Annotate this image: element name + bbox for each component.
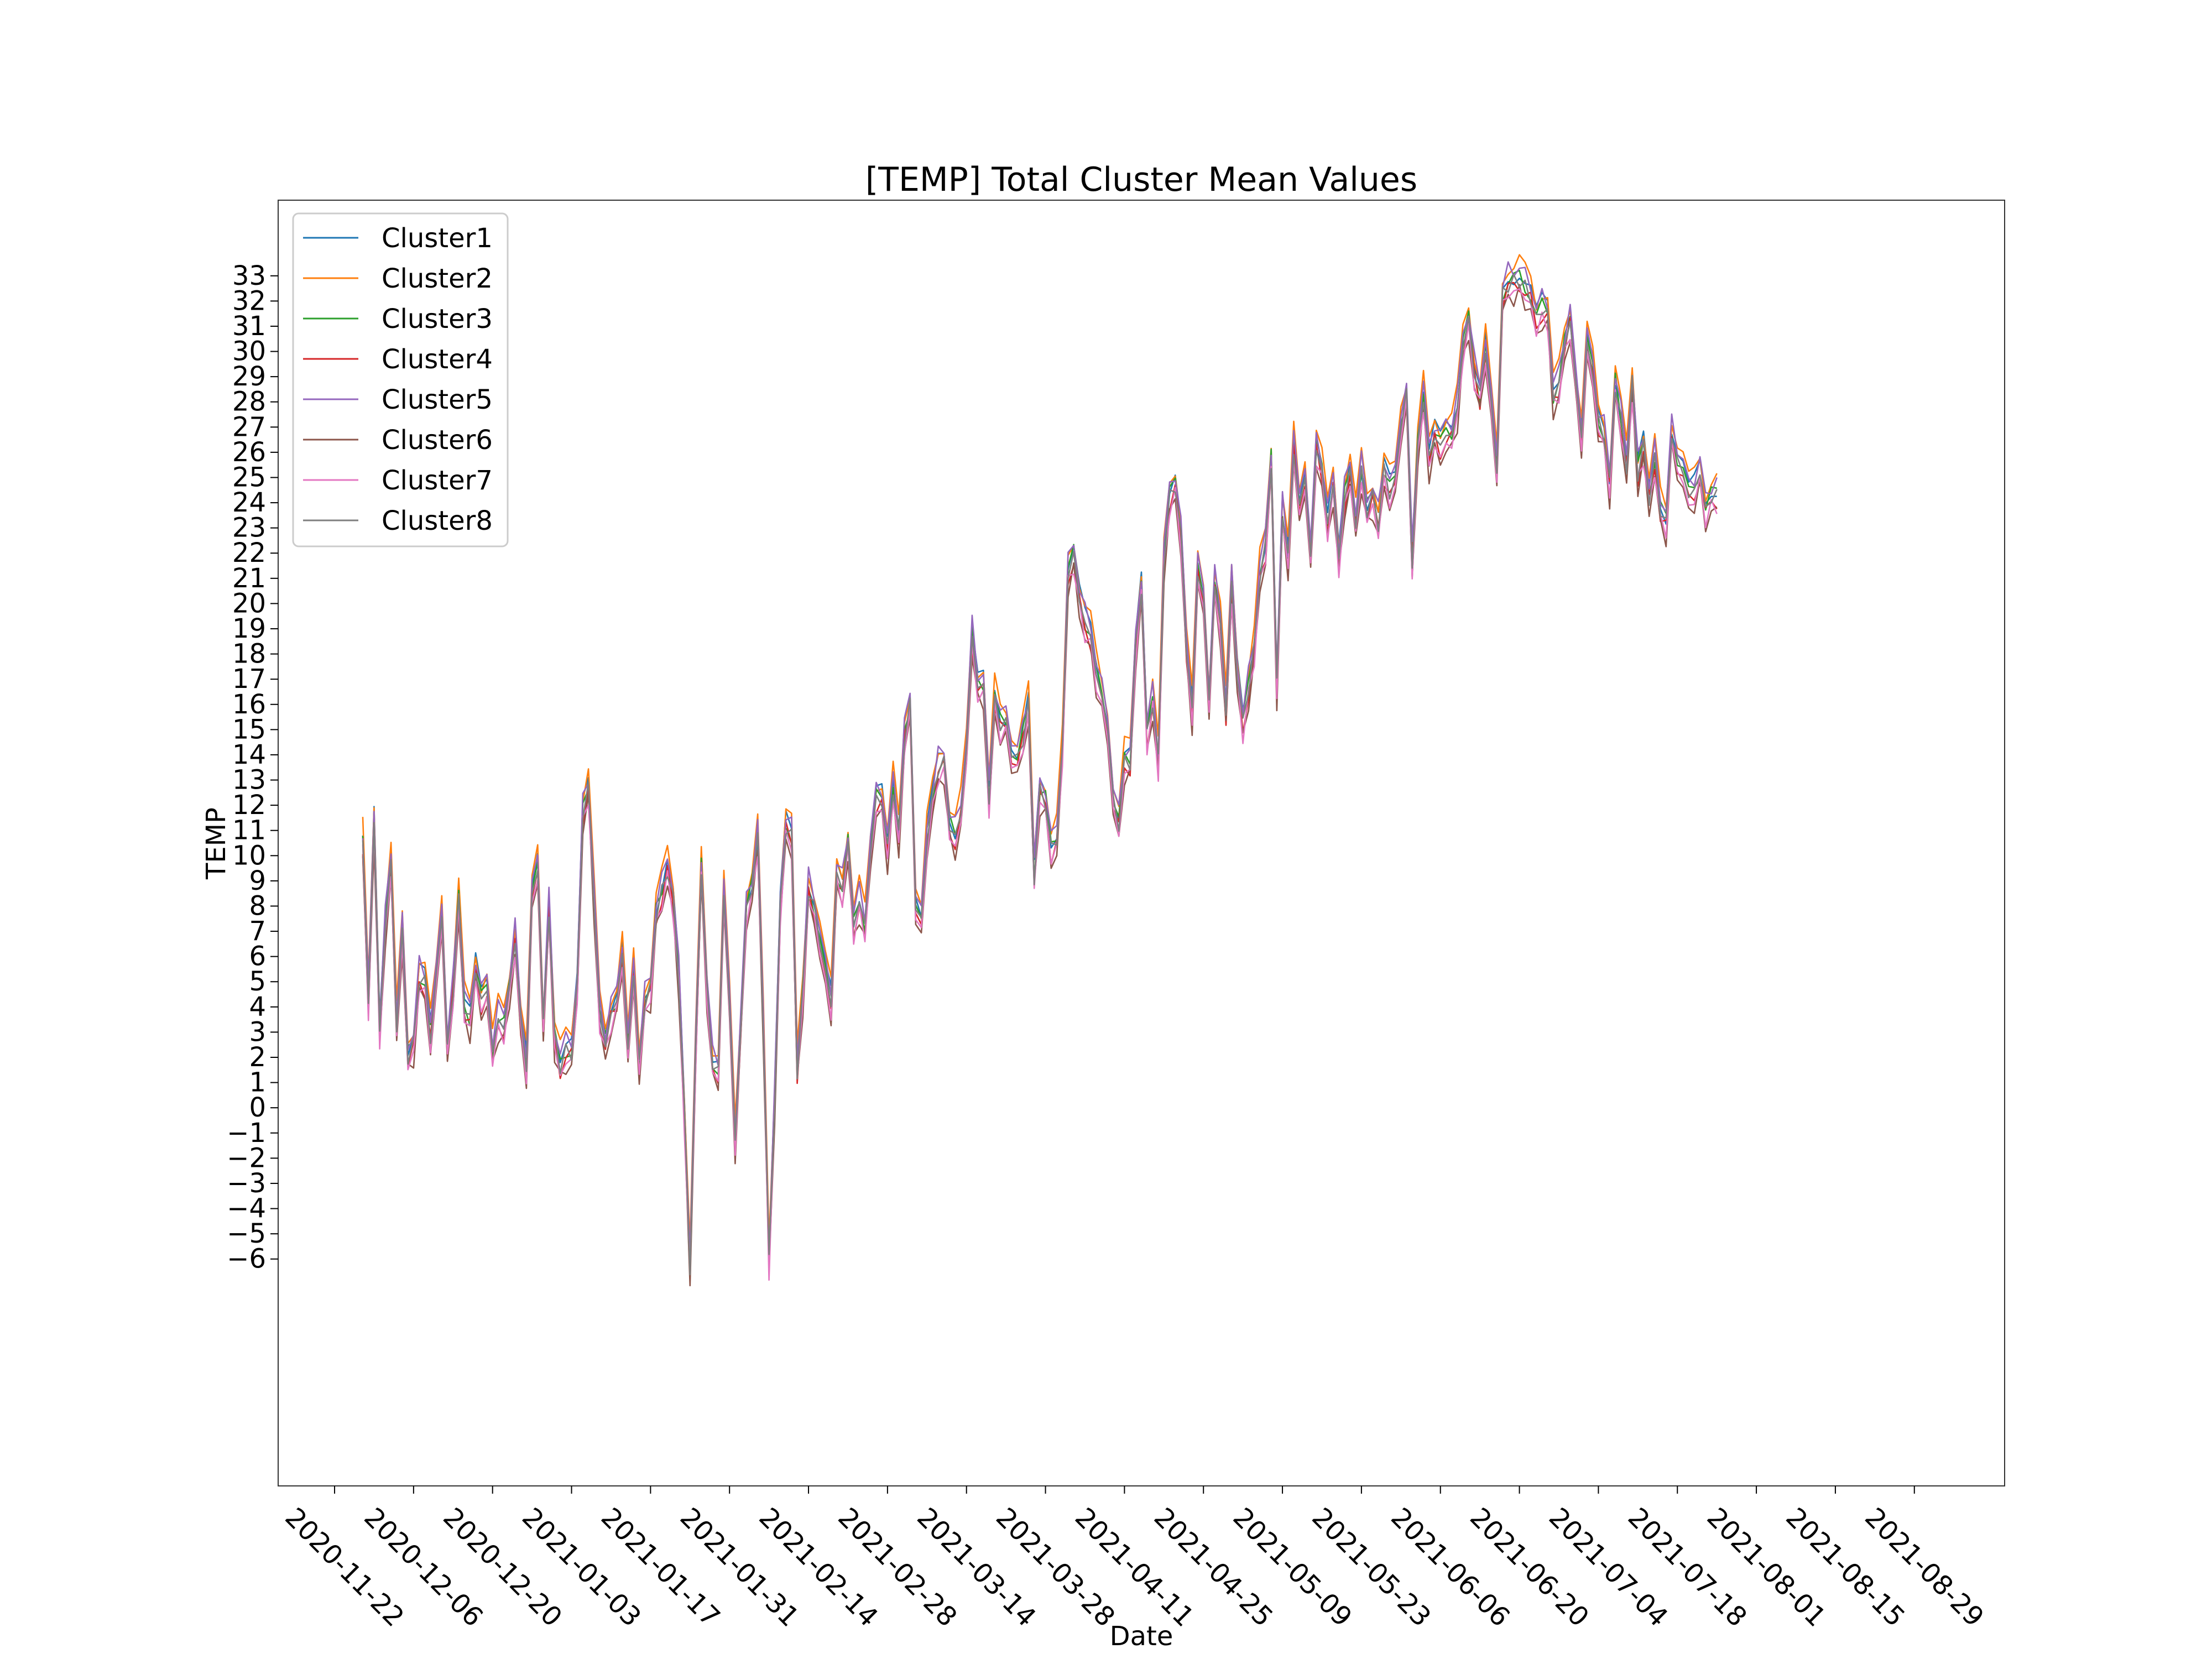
y-tick-label: 23	[232, 513, 266, 544]
y-tick-label: 22	[232, 538, 266, 568]
y-tick-label: 7	[249, 916, 266, 947]
y-tick-label: −1	[227, 1118, 266, 1149]
y-tick-label: 21	[232, 563, 266, 594]
y-tick-label: 10	[232, 840, 266, 871]
chart-title: [TEMP] Total Cluster Mean Values	[865, 160, 1417, 199]
y-tick-label: 24	[232, 487, 266, 518]
x-axis: 2020-11-222020-12-062020-12-202021-01-03…	[279, 1486, 1990, 1633]
legend-label-cluster1: Cluster1	[382, 223, 493, 254]
y-tick-label: 25	[232, 462, 266, 493]
legend-label-cluster5: Cluster5	[382, 384, 493, 415]
y-tick-label: −4	[227, 1193, 266, 1224]
y-tick-label: 20	[232, 588, 266, 619]
y-axis: −6−5−4−3−2−10123456789101112131415161718…	[227, 260, 278, 1275]
series-line-cluster7	[362, 288, 1718, 1281]
y-tick-label: 16	[232, 689, 266, 720]
y-tick-label: −2	[227, 1142, 266, 1173]
legend-label-cluster7: Cluster7	[382, 465, 493, 496]
y-tick-label: 3	[249, 1016, 266, 1047]
legend-label-cluster8: Cluster8	[382, 505, 493, 536]
legend-label-cluster4: Cluster4	[382, 344, 493, 375]
y-tick-label: 8	[249, 890, 266, 921]
y-tick-label: −5	[227, 1218, 266, 1249]
y-tick-label: 6	[249, 941, 266, 972]
y-tick-label: 27	[232, 411, 266, 442]
legend: Cluster1 Cluster2 Cluster3 Cluster4 Cluster5…	[292, 212, 509, 547]
y-tick-label: 30	[232, 336, 266, 367]
y-tick-label: 32	[232, 285, 266, 316]
y-tick-label: 29	[232, 361, 266, 392]
y-tick-label: 14	[232, 739, 266, 770]
y-tick-label: 12	[232, 790, 266, 821]
y-tick-label: 18	[232, 639, 266, 670]
legend-label-cluster3: Cluster3	[382, 304, 493, 335]
y-tick-label: 33	[232, 260, 266, 291]
y-tick-label: 5	[249, 966, 266, 997]
legend-label-cluster2: Cluster2	[382, 263, 493, 294]
y-tick-label: 28	[232, 387, 266, 418]
y-tick-label: 9	[249, 865, 266, 896]
series-group	[362, 254, 1718, 1287]
y-tick-label: 1	[249, 1067, 266, 1098]
y-tick-label: 19	[232, 613, 266, 644]
y-tick-label: 4	[249, 992, 266, 1022]
y-tick-label: 17	[232, 664, 266, 695]
y-tick-label: 26	[232, 437, 266, 468]
plot-frame	[278, 200, 2005, 1486]
y-tick-label: −3	[227, 1168, 266, 1199]
legend-box	[292, 212, 509, 547]
y-axis-label: TEMP	[201, 807, 232, 880]
y-tick-label: 13	[232, 765, 266, 796]
y-tick-label: −6	[227, 1244, 266, 1275]
y-tick-label: 11	[232, 815, 266, 846]
legend-label-cluster6: Cluster6	[382, 425, 493, 456]
y-tick-label: 15	[232, 714, 266, 745]
y-tick-label: 0	[249, 1092, 266, 1123]
x-axis-label: Date	[1110, 1621, 1173, 1652]
plot-area	[278, 200, 2005, 1486]
y-tick-label: 2	[249, 1042, 266, 1073]
y-tick-label: 31	[232, 311, 266, 342]
series-line-cluster8	[362, 274, 1718, 1276]
